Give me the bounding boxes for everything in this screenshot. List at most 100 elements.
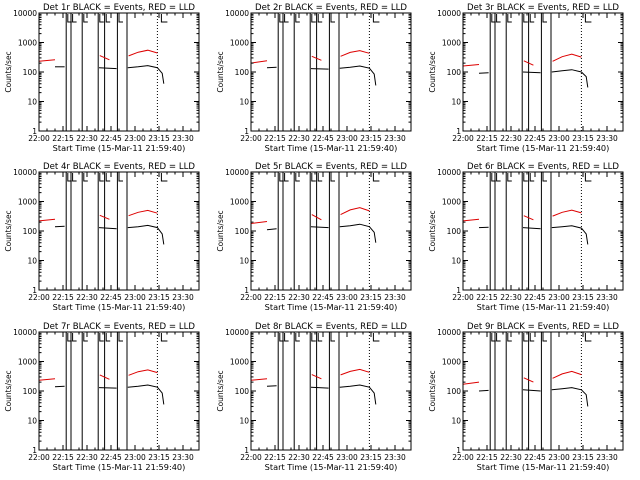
y-tick-label: 10000 (437, 9, 461, 18)
lld-series-line (552, 53, 582, 62)
lld-series-line (128, 369, 158, 376)
flag-marker (542, 173, 547, 182)
x-tick-label: 23:30 (384, 293, 406, 302)
l-marker (584, 333, 592, 342)
x-axis-label: Start Time (15-Mar-11 21:59:40) (53, 462, 186, 472)
y-tick-label: 10000 (13, 168, 37, 177)
y-tick-label: 1 (32, 446, 37, 455)
plot-frame (250, 12, 412, 132)
lld-series-line (463, 64, 480, 67)
flag-marker (496, 333, 501, 342)
y-tick-label: 1000 (442, 39, 461, 48)
x-tick-label: 22:45 (524, 134, 546, 143)
flag-marker (99, 14, 104, 23)
events-series-line (310, 386, 329, 389)
flag-marker (295, 14, 300, 23)
flag-marker (507, 173, 512, 182)
panel-det-1: Det 1r BLACK = Events, RED = LLD 1 10 100 10… (4, 3, 200, 153)
x-tick-label: 22:00 (240, 293, 262, 302)
x-tick-label: 22:00 (240, 453, 262, 462)
l-marker (372, 333, 380, 342)
x-tick-label: 23:00 (124, 134, 146, 143)
y-axis-label: Counts/sec (216, 51, 225, 92)
y-tick-label: 10000 (225, 9, 249, 18)
flag-marker (317, 333, 323, 342)
lld-series-line (340, 207, 370, 216)
x-tick-label: 23:30 (596, 293, 618, 302)
x-tick-label: 23:15 (360, 453, 382, 462)
events-series-line (266, 228, 277, 231)
x-tick-label: 23:30 (172, 453, 194, 462)
x-tick-label: 22:15 (476, 293, 498, 302)
flag-marker (311, 333, 316, 342)
flag-marker (118, 173, 123, 182)
x-tick-label: 22:30 (288, 134, 310, 143)
panel-det-9: Det 9r BLACK = Events, RED = LLD 1 10 100 10… (428, 322, 624, 472)
flag-marker (523, 333, 528, 342)
x-tick-label: 23:15 (148, 293, 170, 302)
lld-series-line (99, 214, 110, 220)
panel-title: Det 6r BLACK = Events, RED = LLD (467, 162, 619, 172)
panel-title: Det 8r BLACK = Events, RED = LLD (255, 322, 407, 332)
x-tick-label: 22:00 (452, 453, 474, 462)
flag-marker (491, 333, 496, 342)
y-tick-label: 10000 (13, 9, 37, 18)
flag-marker (118, 14, 123, 23)
x-tick-label: 22:45 (524, 453, 546, 462)
y-tick-label: 10000 (437, 168, 461, 177)
flag-marker (542, 14, 547, 23)
x-tick-label: 23:30 (384, 453, 406, 462)
flag-marker (496, 173, 501, 182)
x-tick-label: 22:45 (312, 453, 334, 462)
y-tick-label: 1 (456, 446, 461, 455)
flag-marker (284, 333, 289, 342)
flag-marker (105, 14, 111, 23)
flag-marker (491, 14, 496, 23)
y-axis-label: Counts/sec (216, 370, 225, 411)
x-tick-label: 23:15 (572, 453, 594, 462)
flag-marker (67, 173, 72, 182)
flag-marker (529, 173, 535, 182)
x-tick-label: 23:15 (148, 134, 170, 143)
lld-series-line (39, 218, 56, 222)
panel-title: Det 5r BLACK = Events, RED = LLD (255, 162, 407, 172)
flag-marker (330, 173, 335, 182)
x-tick-label: 22:45 (100, 134, 122, 143)
lld-series-line (311, 55, 322, 61)
y-tick-label: 1 (244, 446, 249, 455)
events-series-line (127, 224, 165, 245)
lld-series-line (523, 60, 534, 66)
x-tick-label: 22:00 (28, 134, 50, 143)
x-tick-label: 22:45 (100, 293, 122, 302)
lld-series-line (311, 374, 322, 380)
events-series-line (522, 71, 541, 74)
y-tick-label: 100 (23, 68, 38, 77)
x-axis-label: Start Time (15-Mar-11 21:59:40) (477, 302, 610, 312)
flag-marker (279, 173, 284, 182)
x-tick-label: 22:15 (264, 134, 286, 143)
x-tick-label: 23:15 (572, 134, 594, 143)
x-tick-label: 22:00 (28, 293, 50, 302)
flag-marker (118, 333, 123, 342)
events-series-line (551, 69, 589, 88)
flag-marker (295, 173, 300, 182)
x-tick-label: 22:00 (240, 134, 262, 143)
x-axis-label: Start Time (15-Mar-11 21:59:40) (477, 143, 610, 153)
flag-marker (507, 333, 512, 342)
l-marker (372, 14, 380, 23)
lld-series-line (552, 370, 582, 379)
flag-marker (523, 14, 528, 23)
y-tick-label: 10000 (225, 168, 249, 177)
y-tick-label: 1000 (230, 39, 249, 48)
events-series-line (339, 223, 377, 243)
flag-marker (311, 14, 316, 23)
events-series-line (98, 67, 117, 70)
x-axis-label: Start Time (15-Mar-11 21:59:40) (265, 143, 398, 153)
x-tick-label: 23:30 (596, 134, 618, 143)
panel-det-5: Det 5r BLACK = Events, RED = LLD 1 10 100 10… (216, 162, 412, 312)
flag-marker (284, 173, 289, 182)
x-tick-label: 22:30 (500, 453, 522, 462)
events-series-line (310, 68, 329, 70)
panel-det-2: Det 2r BLACK = Events, RED = LLD 1 10 100 10… (216, 3, 412, 153)
lld-series-line (128, 49, 158, 57)
